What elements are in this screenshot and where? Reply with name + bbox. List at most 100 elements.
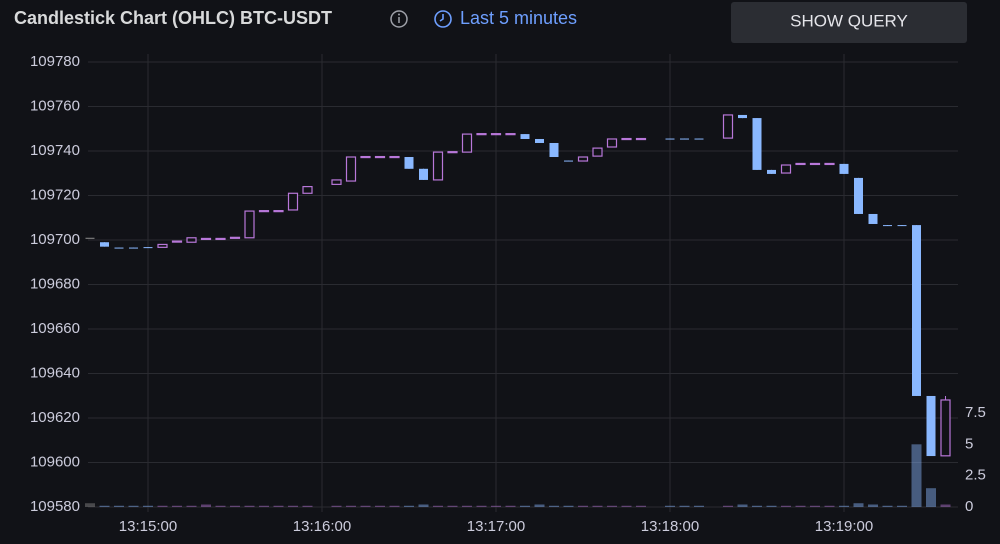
candle-body xyxy=(273,210,284,213)
candle-body xyxy=(114,247,124,249)
volume-bar xyxy=(824,505,835,507)
candle-body xyxy=(809,162,821,166)
volume-bar xyxy=(447,505,458,507)
volume-bar xyxy=(520,505,530,507)
candle-body xyxy=(85,237,95,239)
candle-body xyxy=(100,242,109,247)
candle-body xyxy=(912,225,921,396)
candle-body xyxy=(520,134,530,139)
volume-bar xyxy=(476,505,487,507)
show-query-button[interactable]: SHOW QUERY xyxy=(731,2,967,43)
y2-tick-label: 7.5 xyxy=(965,404,986,421)
candle-body xyxy=(549,142,559,158)
y-tick-label: 109600 xyxy=(30,453,80,470)
candle-body xyxy=(389,155,400,159)
y2-tick-label: 5 xyxy=(965,435,973,452)
candle-body xyxy=(215,237,226,241)
candle-body xyxy=(244,210,255,239)
x-tick-label: 13:15:00 xyxy=(119,518,177,535)
candle-body xyxy=(287,192,299,211)
volume-bar xyxy=(288,505,298,507)
volume-bar xyxy=(259,505,269,507)
volume-bar xyxy=(795,505,806,507)
candle-body xyxy=(360,155,371,159)
candle-body xyxy=(897,225,907,227)
y-tick-label: 109760 xyxy=(30,97,80,114)
time-range[interactable]: Last 5 minutes xyxy=(434,8,577,28)
y-tick-label: 109660 xyxy=(30,320,80,337)
volume-bar xyxy=(186,505,197,507)
candle-body xyxy=(374,155,386,159)
candle-body xyxy=(694,138,704,140)
volume-bar xyxy=(549,505,559,507)
candle-body xyxy=(490,133,502,136)
candle-body xyxy=(331,179,342,185)
candle-body xyxy=(824,162,835,166)
volume-bar xyxy=(723,505,733,507)
y-tick-label: 109780 xyxy=(30,53,80,70)
volume-bar xyxy=(810,505,820,507)
volume-bar xyxy=(215,505,226,507)
volume-bar xyxy=(462,505,472,507)
volume-bar xyxy=(882,505,893,507)
volume-bar xyxy=(331,505,342,507)
volume-bar xyxy=(534,504,545,507)
button-label: SHOW QUERY xyxy=(790,11,908,30)
candle-body xyxy=(839,163,849,174)
candle-body xyxy=(186,237,197,243)
candle-body xyxy=(258,210,270,213)
candle-body xyxy=(564,160,573,162)
volume-bar xyxy=(897,505,907,507)
candle-body xyxy=(606,138,618,148)
volume-bar xyxy=(404,505,414,507)
candle-body xyxy=(780,164,792,174)
volume-bar xyxy=(230,505,240,507)
candle-body xyxy=(461,133,473,153)
time-range-label: Last 5 minutes xyxy=(460,8,577,28)
candle-body xyxy=(738,114,747,119)
candle-body xyxy=(229,236,241,239)
candle-body xyxy=(592,147,603,157)
y-tick-label: 109740 xyxy=(30,142,80,159)
volume-bar xyxy=(505,505,516,507)
volume-bar xyxy=(375,505,385,507)
volume-bar xyxy=(128,505,139,507)
volume-bar xyxy=(563,505,574,507)
y-tick-label: 109680 xyxy=(30,275,80,292)
candle-body xyxy=(680,138,689,140)
volume-bar xyxy=(360,505,371,507)
candle-body xyxy=(795,162,806,166)
info-icon[interactable] xyxy=(390,10,408,28)
volume-bar xyxy=(868,504,878,507)
volume-bar xyxy=(839,505,849,507)
volume-bar xyxy=(752,505,762,507)
candle-body xyxy=(722,114,734,139)
x-tick-label: 13:17:00 xyxy=(467,518,525,535)
volume-bar xyxy=(273,505,284,507)
volume-bar xyxy=(346,505,356,507)
volume-bar xyxy=(244,505,255,507)
volume-bar xyxy=(636,505,646,507)
y-tick-label: 109580 xyxy=(30,498,80,515)
y-tick-label: 109720 xyxy=(30,186,80,203)
volume-bar xyxy=(737,504,748,507)
volume-bar xyxy=(592,505,603,507)
candle-body xyxy=(143,247,153,249)
candle-body xyxy=(940,399,951,457)
candle-body xyxy=(157,243,168,248)
y-tick-label: 109700 xyxy=(30,231,80,248)
candle-body xyxy=(752,118,762,170)
volume-bar xyxy=(607,505,617,507)
candle-body xyxy=(447,151,458,154)
volume-bar xyxy=(114,505,124,507)
volume-bar xyxy=(940,504,951,507)
x-tick-label: 13:16:00 xyxy=(293,518,351,535)
volume-bar xyxy=(781,505,791,507)
candle-body xyxy=(505,133,516,136)
volume-bar xyxy=(201,504,211,507)
candle-body xyxy=(404,157,414,169)
volume-bar xyxy=(418,504,429,507)
candle-body xyxy=(883,225,892,227)
